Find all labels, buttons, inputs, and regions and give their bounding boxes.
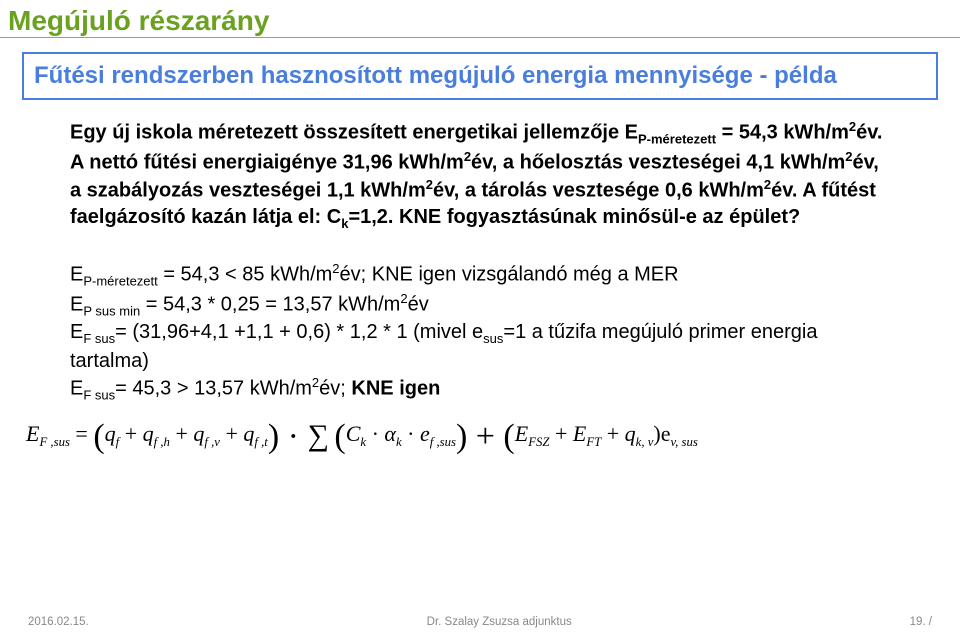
text: = 54,3 < 85 kWh/m bbox=[158, 264, 333, 286]
footer-author: Dr. Szalay Zsuzsa adjunktus bbox=[89, 616, 910, 628]
var: q bbox=[143, 421, 154, 446]
formula: EF ,sus = (qf + qf ,h + qf ,v + qf ,t) ·… bbox=[0, 404, 960, 456]
superscript: 2 bbox=[332, 261, 339, 276]
subscript: k bbox=[360, 435, 366, 449]
subscript: f bbox=[116, 435, 120, 449]
text: év, a tárolás vesztesége 0,6 kWh/m bbox=[433, 179, 764, 201]
var: e bbox=[420, 421, 430, 446]
text: = 54,3 kWh/m bbox=[722, 121, 849, 143]
subscript: f ,v bbox=[204, 435, 220, 449]
op: + bbox=[555, 421, 573, 446]
subscript: FSZ bbox=[528, 435, 549, 449]
subscript: k, v bbox=[636, 435, 654, 449]
subscript: F ,sus bbox=[39, 435, 69, 449]
op: · bbox=[407, 421, 420, 446]
paren: ) · bbox=[268, 418, 308, 455]
subscript: F sus bbox=[83, 331, 115, 346]
subscript: f ,t bbox=[254, 435, 267, 449]
emphasis: KNE igen bbox=[351, 378, 440, 400]
text: E bbox=[70, 378, 83, 400]
page-title: Megújuló részarány bbox=[0, 0, 960, 38]
op: + bbox=[125, 421, 143, 446]
text: =1,2. KNE fogyasztásúnak minősül-e az ép… bbox=[348, 206, 800, 228]
text: = 54,3 * 0,25 = 13,57 kWh/m bbox=[140, 293, 400, 315]
paragraph-1: Egy új iskola méretezett összesített ene… bbox=[70, 118, 890, 232]
subscript: k bbox=[396, 435, 402, 449]
var: q bbox=[625, 421, 636, 446]
subscript: f ,sus bbox=[430, 435, 456, 449]
var: q bbox=[193, 421, 204, 446]
var: q bbox=[243, 421, 254, 446]
footer-page: 19. / bbox=[910, 616, 932, 628]
body: Egy új iskola méretezett összesített ene… bbox=[0, 100, 960, 404]
footer-date: 2016.02.15. bbox=[28, 616, 89, 628]
text: év; KNE igen vizsgálandó még a MER bbox=[340, 264, 679, 286]
subscript: F sus bbox=[83, 388, 115, 403]
paren: ) + ( bbox=[456, 418, 515, 455]
text: E bbox=[70, 293, 83, 315]
text: E bbox=[70, 264, 83, 286]
var: E bbox=[573, 421, 586, 446]
text: év bbox=[408, 293, 429, 315]
sigma-icon: ∑ bbox=[307, 419, 328, 452]
title-box: Fűtési rendszerben hasznosított megújuló… bbox=[22, 52, 938, 100]
text: = (31,96+4,1 +1,1 + 0,6) * 1,2 * 1 (mive… bbox=[115, 321, 483, 343]
paren: ( bbox=[93, 418, 104, 455]
subscript: P-méretezett bbox=[638, 131, 716, 146]
var: C bbox=[346, 421, 361, 446]
var: E bbox=[26, 421, 39, 446]
subscript: FT bbox=[586, 435, 601, 449]
text: év; bbox=[319, 378, 351, 400]
superscript: 2 bbox=[426, 177, 433, 192]
subscript: P sus min bbox=[83, 303, 140, 318]
var: α bbox=[384, 421, 396, 446]
var: q bbox=[105, 421, 116, 446]
paren: )e bbox=[653, 421, 670, 446]
paren: ( bbox=[334, 418, 345, 455]
op: + bbox=[225, 421, 243, 446]
text: = 45,3 > 13,57 kWh/m bbox=[115, 378, 312, 400]
op: + bbox=[607, 421, 625, 446]
superscript: 2 bbox=[464, 149, 471, 164]
paragraph-2: EP-méretezett = 54,3 < 85 kWh/m2év; KNE … bbox=[70, 260, 890, 404]
subscript: f ,h bbox=[154, 435, 170, 449]
op: · bbox=[372, 421, 385, 446]
superscript: 2 bbox=[845, 149, 852, 164]
text: Egy új iskola méretezett összesített ene… bbox=[70, 121, 638, 143]
subscript: P-méretezett bbox=[83, 274, 157, 289]
op: + bbox=[175, 421, 193, 446]
var: E bbox=[515, 421, 528, 446]
op: = bbox=[75, 421, 93, 446]
subscript: v, sus bbox=[670, 435, 697, 449]
slide: { "header": { "title": "Megújuló részará… bbox=[0, 0, 960, 636]
text: E bbox=[70, 321, 83, 343]
superscript: 2 bbox=[400, 291, 407, 306]
footer: 2016.02.15. Dr. Szalay Zsuzsa adjunktus … bbox=[0, 616, 960, 628]
text: év, a hőelosztás veszteségei 4,1 kWh/m bbox=[471, 151, 845, 173]
subscript: sus bbox=[483, 331, 503, 346]
